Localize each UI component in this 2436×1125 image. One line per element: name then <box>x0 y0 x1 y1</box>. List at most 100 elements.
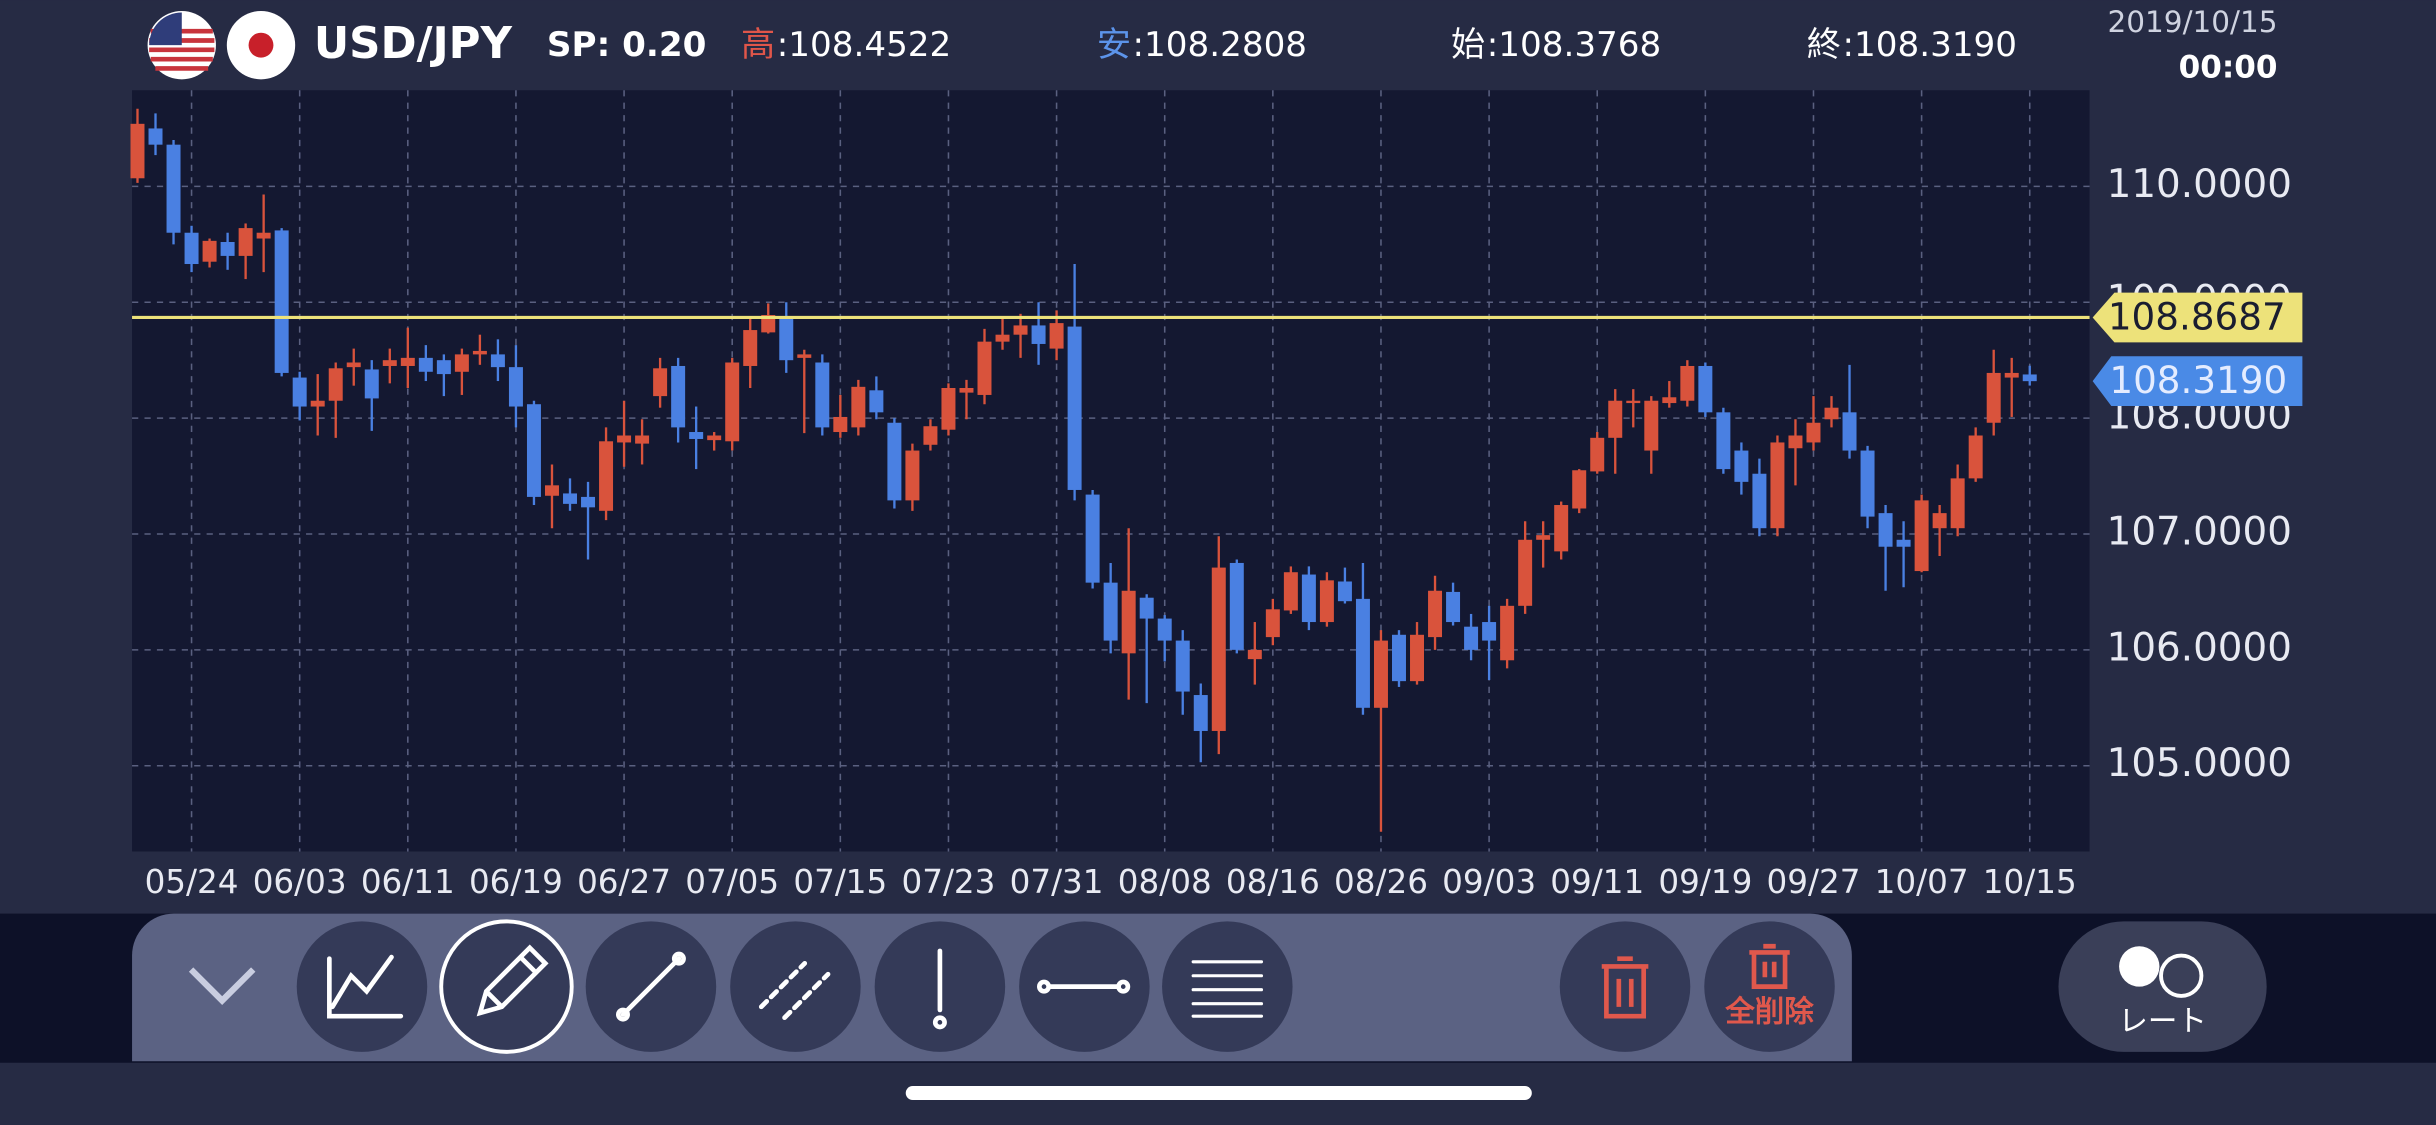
candle-body <box>1716 412 1731 470</box>
candle-body <box>1157 618 1172 641</box>
collapse-button[interactable] <box>188 967 256 1006</box>
candle-body <box>761 314 776 333</box>
candle-body <box>1247 649 1262 660</box>
rate-icon-ring <box>2159 953 2204 998</box>
candle-body <box>238 228 253 256</box>
candle-body <box>1536 535 1551 540</box>
candle-body <box>436 360 451 375</box>
delete-all-label: 全削除 <box>1724 995 1814 1029</box>
candle-body <box>418 357 433 372</box>
candle-body <box>581 496 596 508</box>
candle-body <box>1410 634 1425 682</box>
y-tick-label: 110.0000 <box>2107 162 2292 207</box>
draw-button[interactable] <box>439 919 574 1054</box>
candle-body <box>923 426 938 445</box>
candle-body <box>148 128 163 145</box>
candle-body <box>725 362 740 442</box>
candle-body <box>130 123 145 179</box>
horizontal-line-label: 108.8687 <box>2108 295 2286 339</box>
candle-body <box>797 354 812 358</box>
candle-body <box>202 240 217 262</box>
candle-body <box>1842 412 1857 451</box>
candle-body <box>1229 562 1244 650</box>
candle-body <box>1211 567 1226 731</box>
plot-area <box>132 90 2090 852</box>
x-tick-label: 06/03 <box>253 863 347 901</box>
candle-body <box>1698 365 1713 413</box>
candle-body <box>256 232 271 239</box>
candle-body <box>1662 397 1677 404</box>
candle-body <box>1770 442 1785 529</box>
candle-body <box>1446 591 1461 623</box>
candle-body <box>292 377 307 407</box>
candle-body <box>490 354 505 368</box>
y-tick-label: 106.0000 <box>2107 625 2292 670</box>
candle-body <box>1824 407 1839 420</box>
candle-body <box>526 404 541 497</box>
candle-body <box>1734 450 1749 482</box>
candle-body <box>1500 605 1515 661</box>
low-label: 安 <box>1097 25 1131 65</box>
last-price-label: 108.3190 <box>2109 358 2287 402</box>
candle-body <box>346 362 361 368</box>
low: :108.2808 <box>1133 25 1307 65</box>
candle-body <box>1337 581 1352 602</box>
horizontal-line-tag <box>2092 292 2303 343</box>
candle-body <box>1175 640 1190 692</box>
candle-body <box>1013 325 1028 335</box>
candle-body <box>1572 470 1587 509</box>
candle-body <box>1031 325 1046 344</box>
x-tick-label: 09/27 <box>1766 863 1860 901</box>
candle-body <box>563 493 577 504</box>
candle-body <box>833 416 848 433</box>
home-indicator <box>905 1086 1532 1101</box>
candle-body <box>1428 590 1443 638</box>
open: :108.3768 <box>1487 25 1661 65</box>
candle-body <box>1301 574 1316 623</box>
candle-body <box>1608 400 1623 438</box>
delete-button[interactable] <box>1559 921 1691 1052</box>
toolbar: 全削除 レート <box>0 913 2436 1101</box>
candle-body <box>1392 634 1406 682</box>
candle-body <box>599 441 614 511</box>
candle-body <box>815 362 830 428</box>
candle-body <box>1464 626 1479 650</box>
candle-body <box>400 357 415 366</box>
candle-body <box>1932 513 1947 529</box>
x-tick-label: 06/19 <box>469 863 563 901</box>
candle-body <box>1878 513 1893 547</box>
candle-body <box>1067 326 1082 490</box>
candle-body <box>1355 598 1370 708</box>
candle-body <box>1319 580 1334 623</box>
x-tick-label: 09/11 <box>1550 863 1644 901</box>
tool-icons <box>327 944 1264 1030</box>
candle-body <box>382 360 397 366</box>
high-label: 高 <box>741 25 775 65</box>
candle-body <box>869 390 884 413</box>
candle-body <box>851 386 866 428</box>
candle-body <box>1193 695 1208 731</box>
fib-button[interactable] <box>1162 921 1293 1052</box>
x-tick-label: 07/23 <box>901 863 995 901</box>
candle-body <box>1752 473 1767 529</box>
x-tick-label: 05/24 <box>145 863 239 901</box>
candle-body <box>220 242 235 256</box>
candle-body <box>328 368 343 401</box>
candle-body <box>1103 582 1118 641</box>
x-tick-label: 09/03 <box>1442 863 1536 901</box>
candle-body <box>779 318 794 361</box>
candle-body <box>959 387 974 393</box>
candle-body <box>472 350 487 355</box>
trash-icons <box>1601 943 1790 1019</box>
header: USD/JPY SP : 0.20 高 :108.4522 安 :108.280… <box>147 5 2278 85</box>
x-tick-label: 06/27 <box>577 863 671 901</box>
candle-body <box>1626 400 1641 404</box>
close: :108.3190 <box>1843 25 2017 65</box>
candle-body <box>2022 374 2037 382</box>
last-price-tag <box>2092 356 2303 407</box>
candle-body <box>1265 609 1280 638</box>
candle-body <box>1139 597 1154 619</box>
channel-button[interactable] <box>730 921 861 1052</box>
time: 00:00 <box>2179 49 2278 85</box>
